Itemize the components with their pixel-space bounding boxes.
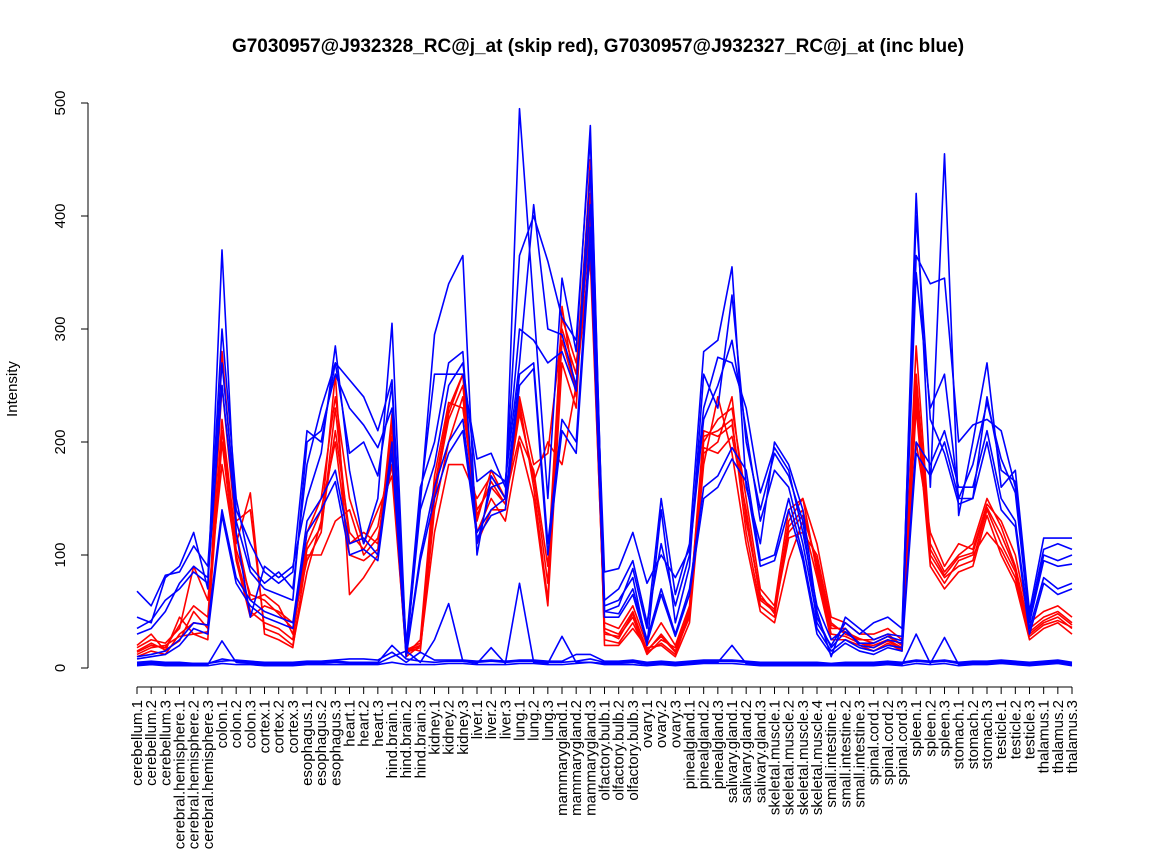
inc-series-line	[136, 582, 1073, 667]
x-tick-label: small.intestine.2	[837, 700, 854, 808]
x-tick-label: mammarygland.2	[568, 700, 585, 816]
x-tick-label: stomach.2	[965, 700, 982, 769]
x-axis: cerebellum.1cerebellum.2cerebellum.3cere…	[129, 686, 1081, 849]
inc-series-line	[136, 644, 1073, 666]
y-tick-label: 500	[52, 90, 69, 115]
plot-lines	[136, 107, 1073, 667]
x-tick-label: olfactory.bulb.3	[625, 700, 642, 801]
y-tick-label: 200	[52, 429, 69, 454]
x-tick-label: esophagus.3	[327, 700, 344, 786]
inc-series-line	[136, 107, 1072, 658]
inc-series-line	[136, 661, 1073, 667]
x-tick-label: esophagus.2	[313, 700, 330, 786]
x-tick-label: spinal.cord.1	[866, 700, 883, 785]
x-tick-label: kidney.1	[427, 700, 444, 755]
x-tick-label: heart.1	[342, 700, 359, 747]
x-tick-label: testicle.1	[993, 700, 1010, 759]
x-tick-label: cerebellum.1	[129, 700, 146, 786]
x-tick-label: pinealgland.3	[710, 700, 727, 789]
x-tick-label: pinealgland.1	[682, 700, 699, 789]
skip-series-line	[136, 192, 1073, 658]
x-tick-label: ovary.3	[667, 700, 684, 748]
x-tick-label: liver.3	[497, 700, 514, 739]
x-tick-label: esophagus.1	[299, 700, 316, 786]
x-tick-label: skeletal.muscle.4	[809, 700, 826, 815]
x-tick-label: spleen.2	[922, 700, 939, 757]
x-tick-label: skeletal.muscle.2	[781, 700, 798, 815]
x-tick-label: cerebral.hemisphere.3	[200, 700, 217, 849]
x-tick-label: spinal.cord.3	[894, 700, 911, 785]
x-tick-label: olfactory.bulb.2	[611, 700, 628, 801]
x-tick-label: mammarygland.1	[554, 700, 571, 816]
x-tick-label: cerebral.hemisphere.1	[172, 700, 189, 849]
x-tick-label: small.intestine.3	[852, 700, 869, 808]
x-tick-label: stomach.1	[951, 700, 968, 769]
x-tick-label: colon.2	[228, 700, 245, 748]
inc-series-line	[136, 243, 1073, 660]
x-tick-label: liver.1	[469, 700, 486, 739]
y-axis-label: Intensity	[4, 361, 21, 417]
x-tick-label: skeletal.muscle.1	[767, 700, 784, 815]
x-tick-label: cerebral.hemisphere.2	[186, 700, 203, 849]
x-tick-label: salivary.gland.2	[738, 700, 755, 803]
x-tick-label: thalamus.1	[1036, 700, 1053, 773]
x-tick-label: lung.2	[526, 700, 543, 741]
x-tick-label: cortex.3	[285, 700, 302, 753]
x-tick-label: pinealgland.2	[696, 700, 713, 789]
x-tick-label: hind.brain.3	[412, 700, 429, 778]
y-tick-label: 400	[52, 203, 69, 228]
x-tick-label: skeletal.muscle.3	[795, 700, 812, 815]
x-tick-label: kidney.2	[441, 700, 458, 755]
y-tick-label: 300	[52, 316, 69, 341]
x-tick-label: cortex.1	[257, 700, 274, 753]
y-tick-label: 100	[52, 542, 69, 567]
inc-series-line	[136, 203, 1073, 649]
x-tick-label: stomach.3	[979, 700, 996, 769]
y-axis: 0 100 200 300 400 500	[52, 90, 89, 672]
x-tick-label: salivary.gland.1	[724, 700, 741, 803]
x-tick-label: heart.3	[370, 700, 387, 747]
x-tick-label: spleen.3	[937, 700, 954, 757]
x-tick-label: kidney.3	[455, 700, 472, 755]
x-tick-label: lung.1	[512, 700, 529, 741]
x-tick-label: lung.3	[540, 700, 557, 741]
x-tick-label: cerebellum.2	[143, 700, 160, 786]
x-tick-label: salivary.gland.3	[752, 700, 769, 803]
y-tick-label: 0	[52, 664, 69, 672]
chart-title: G7030957@J932328_RC@j_at (skip red), G70…	[232, 36, 964, 57]
inc-series-line	[136, 651, 1073, 665]
x-tick-label: heart.2	[356, 700, 373, 747]
x-tick-label: spinal.cord.2	[880, 700, 897, 785]
inc-series-line	[136, 170, 1073, 653]
x-tick-label: ovary.2	[653, 700, 670, 748]
x-tick-label: colon.3	[242, 700, 259, 748]
x-tick-label: thalamus.3	[1064, 700, 1081, 773]
x-tick-label: liver.2	[483, 700, 500, 739]
x-tick-label: spleen.1	[908, 700, 925, 757]
x-tick-label: cortex.2	[271, 700, 288, 753]
x-tick-label: ovary.1	[639, 700, 656, 748]
x-tick-label: small.intestine.1	[823, 700, 840, 808]
x-tick-label: cerebellum.3	[157, 700, 174, 786]
x-tick-label: hind.brain.2	[398, 700, 415, 778]
x-tick-label: colon.1	[214, 700, 231, 748]
x-tick-label: testicle.3	[1022, 700, 1039, 759]
x-tick-label: hind.brain.1	[384, 700, 401, 778]
x-tick-label: thalamus.2	[1050, 700, 1067, 773]
x-tick-label: testicle.2	[1007, 700, 1024, 759]
x-tick-label: mammarygland.3	[582, 700, 599, 816]
x-tick-label: olfactory.bulb.1	[597, 700, 614, 801]
